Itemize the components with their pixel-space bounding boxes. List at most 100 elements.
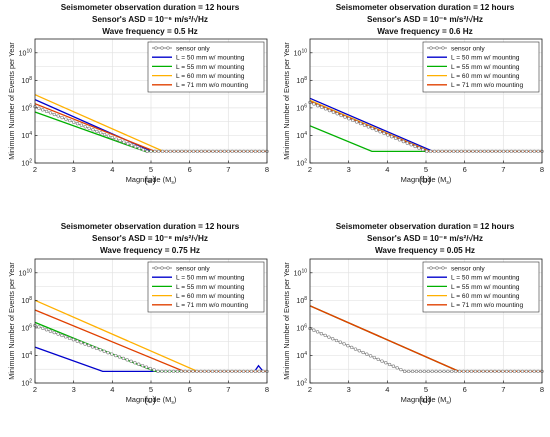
data-point xyxy=(226,369,230,374)
x-tick-label: 2 xyxy=(33,385,37,394)
series-group xyxy=(33,94,269,154)
data-point xyxy=(195,149,200,154)
data-point xyxy=(91,128,95,132)
data-point xyxy=(450,369,454,374)
data-point xyxy=(347,117,351,121)
series-group xyxy=(308,97,544,154)
data-point xyxy=(106,134,111,138)
data-point xyxy=(172,149,176,154)
legend-marker xyxy=(441,266,445,270)
x-tick-label: 5 xyxy=(149,385,153,394)
data-point xyxy=(64,117,68,121)
data-point xyxy=(366,125,371,129)
data-point xyxy=(79,123,84,127)
data-point xyxy=(524,149,529,154)
x-tick-label: 5 xyxy=(149,165,153,174)
y-tick-label: 102 xyxy=(296,159,307,168)
data-point xyxy=(346,344,350,348)
legend-label-sensor-only: sensor only xyxy=(451,45,485,52)
x-tick-label: 3 xyxy=(72,385,76,394)
data-point xyxy=(41,108,45,112)
data-point xyxy=(118,138,122,143)
x-tick-label: 2 xyxy=(308,385,312,394)
data-point xyxy=(350,345,354,350)
data-point xyxy=(98,348,102,352)
data-point xyxy=(338,340,342,344)
y-tick-label: 106 xyxy=(296,103,307,112)
data-point xyxy=(87,343,91,348)
data-point xyxy=(153,149,157,154)
data-point xyxy=(331,110,336,114)
legend-label-sensor-only: sensor only xyxy=(176,45,210,52)
legend-label-l71: L = 71 mm w/o mounting xyxy=(176,302,248,309)
data-point xyxy=(110,352,114,356)
data-point xyxy=(421,148,425,152)
legend-label-l60: L = 60 mm w/ mounting xyxy=(176,73,245,80)
data-point xyxy=(102,349,106,353)
data-point xyxy=(422,369,426,374)
series-group xyxy=(33,299,269,374)
data-point xyxy=(358,121,363,126)
legend-label-l55: L = 55 mm w/ mounting xyxy=(176,284,245,291)
x-tick-label: 8 xyxy=(540,385,544,394)
y-tick-label: 104 xyxy=(296,131,307,140)
data-point xyxy=(513,149,517,154)
data-point xyxy=(44,328,49,332)
data-point xyxy=(467,149,471,154)
data-point xyxy=(353,347,358,351)
data-point xyxy=(414,369,419,374)
data-point xyxy=(44,109,49,114)
data-point xyxy=(215,149,219,154)
data-point xyxy=(157,149,161,154)
data-point xyxy=(428,149,433,154)
data-point xyxy=(56,114,60,118)
data-point xyxy=(52,330,56,335)
x-axis-label: Magnitude (Ms) xyxy=(126,175,177,186)
data-point xyxy=(465,369,470,374)
data-point xyxy=(501,149,506,154)
data-point xyxy=(390,135,394,139)
data-point xyxy=(320,105,324,109)
data-point xyxy=(249,149,254,154)
data-point xyxy=(481,369,485,374)
data-point xyxy=(148,366,152,371)
data-point xyxy=(167,369,172,374)
data-point xyxy=(501,369,505,374)
data-point xyxy=(261,149,265,154)
y-tick-label: 104 xyxy=(21,131,32,140)
legend: sensor only L = 50 mm w/ mounting L = 55 m… xyxy=(422,41,540,93)
data-point xyxy=(110,135,114,140)
data-point xyxy=(211,149,215,154)
data-point xyxy=(257,149,261,154)
data-point xyxy=(536,369,540,374)
legend-marker xyxy=(154,46,158,50)
legend: sensor only L = 50 mm w/ mounting L = 55 m… xyxy=(147,41,265,93)
data-point xyxy=(238,369,242,374)
data-point xyxy=(425,149,429,154)
data-point xyxy=(230,369,234,374)
data-point xyxy=(374,128,378,132)
chart-title-line-2: Sensor's ASD = 10⁻⁶ m/s²/√Hz xyxy=(92,15,208,24)
y-tick-label: 106 xyxy=(296,323,307,332)
data-point xyxy=(528,149,533,154)
data-point xyxy=(234,149,238,154)
data-point xyxy=(312,102,316,106)
y-axis-label: Minimum Number of Events per Year xyxy=(282,42,291,160)
data-point xyxy=(380,359,384,363)
data-point xyxy=(498,149,502,154)
data-point xyxy=(361,350,365,355)
x-tick-label: 6 xyxy=(188,165,192,174)
y-tick-label: 102 xyxy=(21,379,32,388)
legend: sensor only L = 50 mm w/ mounting L = 55 m… xyxy=(422,261,540,313)
data-point xyxy=(393,136,398,140)
data-point xyxy=(117,355,122,359)
data-point xyxy=(489,369,493,374)
y-tick-label: 1010 xyxy=(19,268,33,277)
y-tick-label: 1010 xyxy=(19,48,33,57)
series-markers-sensor-only xyxy=(308,326,544,374)
panel-caption: (b) xyxy=(419,175,431,186)
data-point xyxy=(52,112,56,117)
data-point xyxy=(365,352,369,356)
data-point xyxy=(67,336,72,341)
